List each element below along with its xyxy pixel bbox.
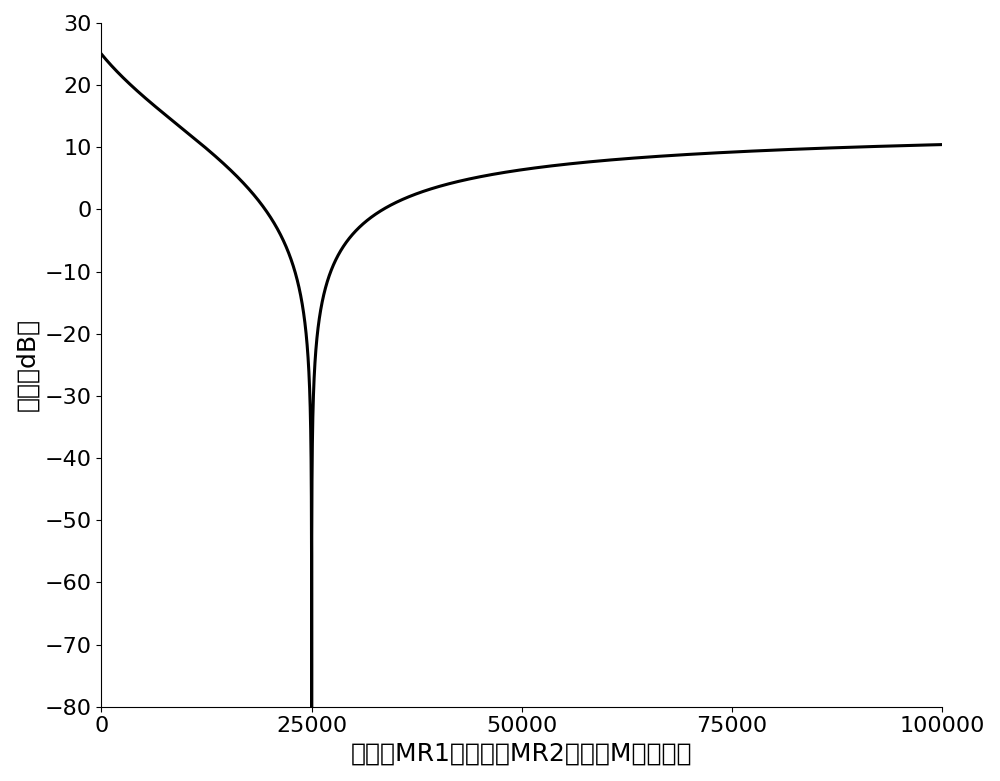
X-axis label: 忆阻器MR1和忆阻器MR2的阻值M（欧姆）: 忆阻器MR1和忆阻器MR2的阻值M（欧姆） [351,742,693,766]
Y-axis label: 增益（dB）: 增益（dB） [15,319,39,412]
